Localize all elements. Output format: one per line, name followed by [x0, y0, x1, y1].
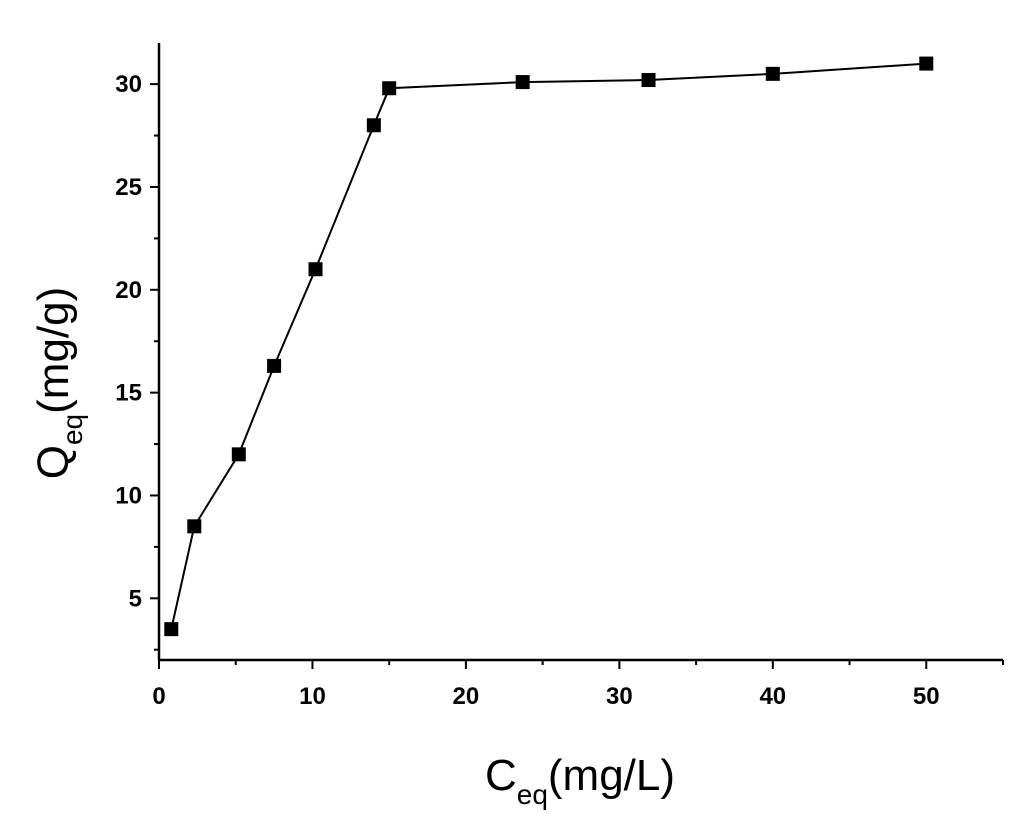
data-point-marker [164, 622, 179, 637]
x-tick-label: 30 [606, 683, 633, 710]
x-tick-label: 40 [759, 683, 786, 710]
y-tick-label: 20 [115, 277, 142, 304]
x-tick-label: 50 [913, 683, 940, 710]
y-tick-label: 15 [115, 380, 142, 407]
data-point-marker [765, 66, 780, 81]
x-tick-label: 0 [152, 683, 165, 710]
series-layer [164, 56, 934, 637]
y-tick-label: 5 [129, 585, 142, 612]
data-point-marker [267, 358, 282, 373]
series-line [170, 62, 927, 630]
data-point-marker [308, 262, 323, 277]
data-point-marker [515, 75, 530, 90]
y-tick-label: 30 [115, 71, 142, 98]
data-point-marker [187, 519, 202, 534]
data-point-marker [641, 73, 656, 88]
data-point-marker [366, 118, 381, 133]
x-tick-label: 20 [453, 683, 480, 710]
x-tick-label: 10 [299, 683, 326, 710]
x-axis-title: Ceq(mg/L) [485, 751, 675, 810]
data-point-marker [231, 447, 246, 462]
data-point-marker [919, 56, 934, 71]
data-point-marker [382, 81, 397, 96]
y-ticks: 5 10 15 20 25 30 [115, 71, 159, 651]
x-ticks: 0 10 20 30 40 50 [152, 660, 1004, 710]
y-axis-title: Qeq(mg/g) [29, 287, 88, 480]
y-tick-label: 25 [115, 174, 142, 201]
axes [157, 43, 1003, 662]
y-tick-label: 10 [115, 482, 142, 509]
